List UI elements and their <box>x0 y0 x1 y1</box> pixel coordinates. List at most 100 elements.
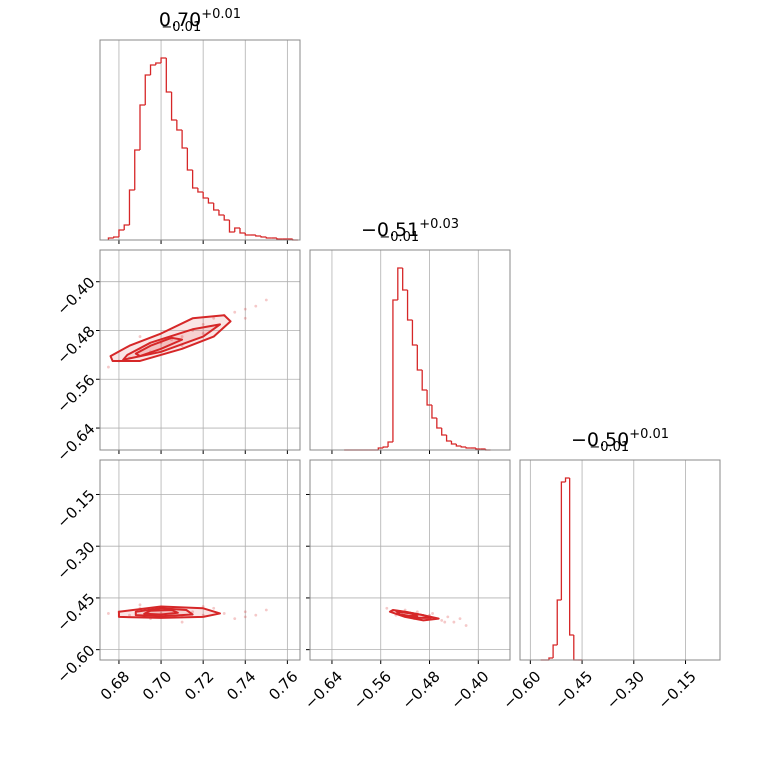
histogram-step <box>176 120 183 131</box>
histogram-step <box>436 418 442 429</box>
histogram-step <box>450 441 457 445</box>
y-tick-label: −0.45 <box>53 590 98 635</box>
sample-point <box>452 620 456 624</box>
histogram-step <box>573 635 578 661</box>
histogram-step <box>218 210 225 216</box>
x-tick-label: 0.70 <box>139 668 175 704</box>
histogram-step <box>426 390 432 406</box>
sample-point <box>243 316 247 320</box>
title-lower: −0.01 <box>589 440 629 455</box>
x-tick-label: −0.30 <box>603 668 648 713</box>
histogram-step <box>387 441 393 447</box>
sample-point <box>243 307 247 311</box>
histogram-step <box>421 370 428 391</box>
sample-point <box>138 603 142 607</box>
histogram-step <box>234 227 240 232</box>
histogram-step <box>213 203 219 211</box>
title-lower: −0.01 <box>161 20 201 35</box>
sample-point <box>212 606 216 610</box>
sample-point <box>264 608 268 612</box>
x-tick-label: −0.56 <box>350 668 395 713</box>
panel-frame <box>99 459 301 661</box>
sample-point <box>254 304 258 308</box>
histogram-step <box>392 299 398 442</box>
panel-frame <box>99 39 301 241</box>
sample-point <box>443 620 447 624</box>
x-tick-label: −0.60 <box>499 668 544 713</box>
histogram-step <box>397 267 403 300</box>
title-upper: +0.03 <box>419 217 459 232</box>
x-tick-label: −0.40 <box>447 668 492 713</box>
histogram-step <box>202 192 209 199</box>
histogram-step <box>170 92 177 121</box>
panel-frame <box>519 459 721 661</box>
histogram-step <box>560 481 566 600</box>
sample-point <box>180 335 184 338</box>
sample-point <box>233 617 237 621</box>
histogram-step <box>465 447 471 449</box>
histogram-step <box>160 57 167 63</box>
x-tick-label: −0.64 <box>301 668 346 713</box>
panel-content <box>107 603 268 624</box>
sample-point <box>264 298 268 302</box>
histogram-step <box>406 290 413 321</box>
title-upper: +0.01 <box>201 7 241 22</box>
histogram-step <box>128 189 135 225</box>
title-lower: −0.01 <box>379 230 419 245</box>
sample-point <box>431 612 434 615</box>
histogram-step <box>402 268 408 291</box>
histogram-step <box>564 477 570 482</box>
histogram-step <box>460 446 467 448</box>
histogram-step <box>197 188 204 193</box>
panel-frame <box>309 459 511 661</box>
histogram-step <box>244 233 251 236</box>
sample-point <box>180 620 184 624</box>
x-tick-label: −0.48 <box>399 668 444 713</box>
histogram-step <box>265 237 272 239</box>
contour <box>398 610 419 618</box>
histogram-step <box>276 238 283 240</box>
title-value: −0.51 <box>361 219 419 241</box>
panel-frame <box>99 249 301 451</box>
histogram-step <box>416 345 423 371</box>
histogram-step <box>548 657 554 660</box>
sample-point <box>222 612 226 615</box>
x-tick-label: 0.68 <box>97 668 133 704</box>
y-tick-label: −0.56 <box>53 371 98 416</box>
histogram-step <box>411 320 418 346</box>
sample-point <box>464 624 468 627</box>
sample-point <box>243 615 247 619</box>
y-tick-label: −0.30 <box>53 538 98 583</box>
histogram-step <box>228 220 235 233</box>
y-tick-label: −0.60 <box>53 641 98 686</box>
panel-content <box>107 298 268 369</box>
sample-point <box>243 610 247 614</box>
histogram-step <box>377 447 384 450</box>
histogram-step <box>113 236 119 238</box>
panel-title: −0.51+0.03 −0.01 <box>361 217 459 245</box>
y-tick-label: −0.15 <box>53 486 98 531</box>
histogram-step <box>475 448 481 450</box>
histogram-step <box>552 644 558 658</box>
sample-point <box>254 613 258 617</box>
sample-point <box>212 316 216 320</box>
histogram-step <box>255 235 262 237</box>
histogram-step <box>149 64 156 75</box>
sample-point <box>415 610 419 614</box>
histogram-step <box>260 236 267 238</box>
contour <box>134 336 184 358</box>
histogram-step <box>382 446 389 448</box>
histogram-step <box>134 149 140 190</box>
sample-point <box>446 615 450 619</box>
histogram-step <box>123 224 130 230</box>
x-tick-label: 0.72 <box>181 668 217 704</box>
sample-point <box>233 310 237 314</box>
sample-point <box>107 365 110 369</box>
sample-point <box>458 617 462 621</box>
histogram-step <box>144 74 151 105</box>
title-value: 0.70 <box>159 9 201 31</box>
panel-content <box>385 606 468 627</box>
y-tick-label: −0.48 <box>53 322 98 367</box>
sample-point <box>138 335 142 338</box>
